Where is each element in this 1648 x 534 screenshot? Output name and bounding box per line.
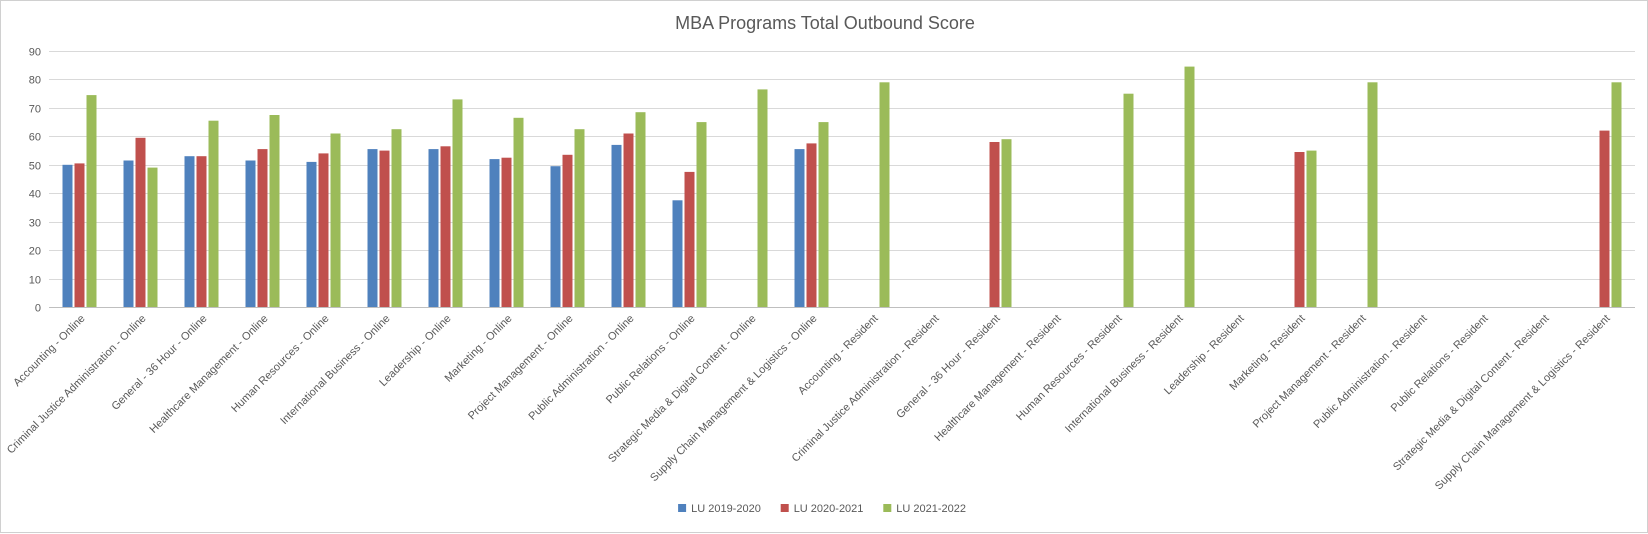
bar [562, 154, 573, 307]
bar [489, 159, 500, 307]
legend-swatch [678, 504, 687, 512]
y-tick-label: 10 [29, 275, 41, 287]
bar [1001, 139, 1012, 307]
bar [269, 115, 280, 307]
bar [391, 129, 402, 307]
legend-item: LU 2020-2021 [780, 503, 864, 515]
chart-title: MBA Programs Total Outbound Score [675, 13, 975, 33]
x-tick-label: Criminal Justice Administration - Online [5, 313, 149, 457]
gridlines [49, 51, 1635, 308]
x-tick-label: Project Management - Resident [1251, 313, 1369, 431]
bar [1123, 93, 1134, 307]
bar [135, 137, 146, 307]
bar [611, 144, 622, 307]
bar [818, 122, 829, 307]
y-tick-label: 20 [29, 246, 41, 258]
x-tick-label: Healthcare Management - Online [148, 313, 271, 436]
bar [672, 200, 683, 307]
y-tick-label: 80 [29, 75, 41, 87]
bar [147, 167, 158, 307]
bar [86, 95, 97, 307]
y-tick-label: 30 [29, 218, 41, 230]
bar [1184, 66, 1195, 307]
x-tick-label: Human Resources - Online [229, 313, 331, 415]
bar [513, 117, 524, 307]
bar [318, 153, 329, 307]
x-tick-label: Healthcare Management - Resident [932, 313, 1063, 444]
legend-swatch [883, 504, 892, 512]
legend-swatch [780, 504, 789, 512]
bar [440, 146, 451, 307]
bar [62, 164, 73, 307]
bar [623, 133, 634, 307]
x-tick-label: International Business - Resident [1063, 313, 1186, 436]
bar [696, 122, 707, 307]
legend-label: LU 2020-2021 [794, 503, 864, 515]
bar [806, 143, 817, 307]
legend-item: LU 2021-2022 [883, 503, 966, 515]
x-tick-label: Project Management - Online [466, 313, 576, 423]
bar [1306, 150, 1317, 307]
y-tick-label: 90 [29, 47, 41, 59]
bar [501, 157, 512, 307]
bar [306, 161, 317, 307]
legend: LU 2019-2020 LU 2020-2021 LU 2021-2022 [678, 503, 966, 515]
bar [184, 156, 195, 307]
y-tick-label: 70 [29, 104, 41, 116]
x-tick-label: Public Administration - Resident [1311, 313, 1429, 431]
bar [635, 112, 646, 307]
bar [1611, 82, 1622, 307]
x-tick-label: Public Administration - Online [527, 313, 637, 423]
x-tick-label: Public Relations - Resident [1389, 313, 1491, 415]
y-tick-label: 40 [29, 189, 41, 201]
bar [330, 133, 341, 307]
bars [62, 66, 1622, 308]
x-tick-label: International Business - Online [278, 313, 392, 427]
y-axis-ticks: 0 10 20 30 40 50 60 70 80 90 [29, 47, 41, 315]
bar [1599, 130, 1610, 307]
legend-label: LU 2021-2022 [896, 503, 966, 515]
bar [257, 149, 268, 307]
x-tick-label: Human Resources - Resident [1014, 313, 1125, 424]
bar [1294, 152, 1305, 307]
bar [428, 149, 439, 307]
legend-label: LU 2019-2020 [691, 503, 761, 515]
bar [1367, 82, 1378, 307]
x-tick-label: General - 36 Hour - Resident [894, 313, 1002, 421]
bar [208, 120, 219, 307]
bar [684, 171, 695, 307]
y-tick-label: 0 [35, 303, 41, 315]
bar [367, 149, 378, 307]
bar [123, 160, 134, 307]
y-tick-label: 60 [29, 132, 41, 144]
x-tick-label: Marketing - Online [443, 313, 515, 385]
bar [879, 82, 890, 307]
y-tick-label: 50 [29, 161, 41, 173]
bar [245, 160, 256, 307]
bar [196, 156, 207, 307]
bar [379, 150, 390, 307]
bar [74, 163, 85, 307]
bar [574, 129, 585, 307]
bar [989, 142, 1000, 307]
legend-item: LU 2019-2020 [678, 503, 761, 515]
bar [550, 166, 561, 307]
bar [794, 149, 805, 307]
bar [757, 89, 768, 308]
bar [452, 99, 463, 308]
